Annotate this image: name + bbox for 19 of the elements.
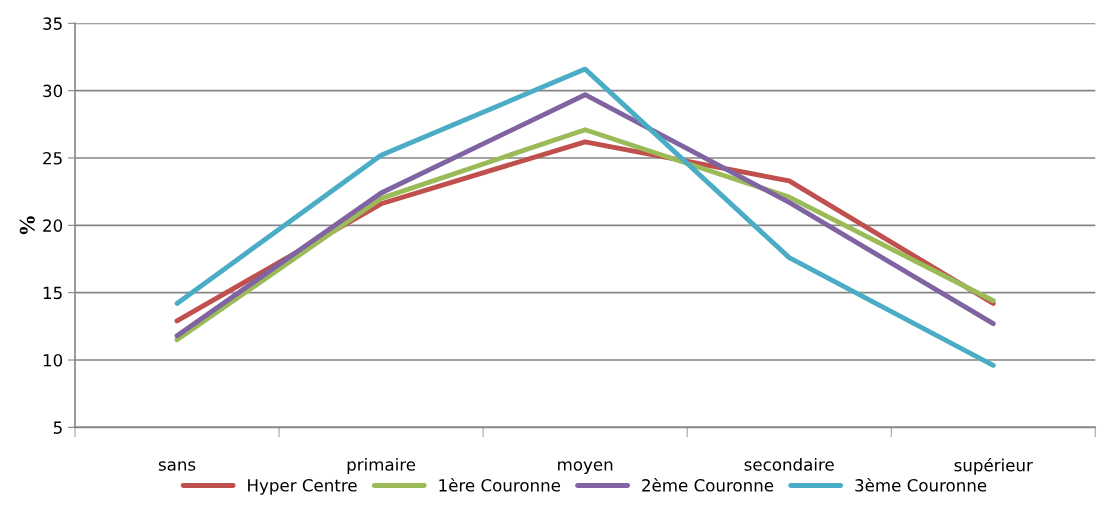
legend-label: 1ère Couronne [439,478,561,492]
line-series [174,66,996,368]
y-axis-title: % [19,216,35,235]
y-tick-label: 5 [53,421,62,434]
x-tick-label: moyen [558,461,613,475]
x-tick-label: supérieur [954,457,1033,475]
y-tick-label: 20 [43,219,63,232]
line-series [174,92,996,339]
legend-label: 2ème Couronne [642,478,774,492]
x-tick-label: sans [158,461,196,471]
y-tick-label: 35 [43,17,62,30]
y-tick-label: 10 [43,353,63,367]
x-tick-label: primaire [347,457,416,475]
y-tick-label: 30 [43,84,63,98]
legend-label: 3ème Couronne [855,478,987,492]
y-tick-label: 15 [43,286,62,300]
y-tick-label: 25 [43,151,62,165]
x-tick-label: secondaire [744,457,834,471]
legend-label: Hyper Centre [248,479,357,495]
